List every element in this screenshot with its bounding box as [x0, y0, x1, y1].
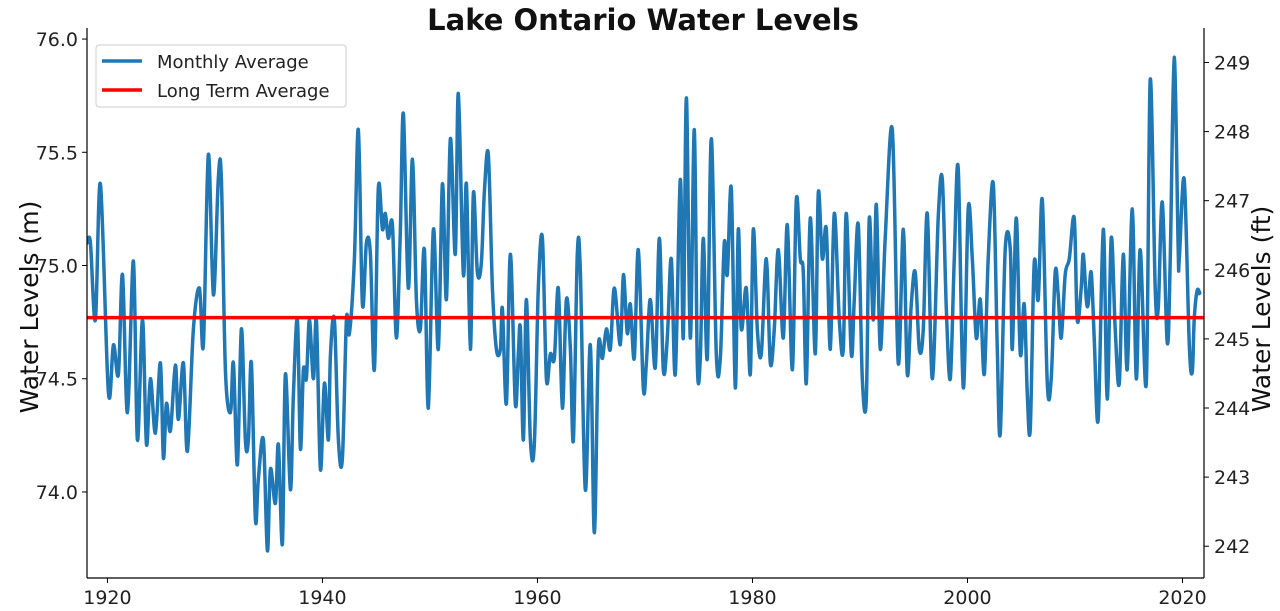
y-tick-label: 75.0 — [36, 256, 78, 278]
y-axis-label-left: Water Levels (m) — [15, 201, 44, 414]
y-tick-label: 74.0 — [36, 482, 78, 504]
series-line-monthly-average — [87, 55, 1202, 553]
x-tick-label: 2000 — [943, 587, 991, 609]
x-tick-label: 1960 — [513, 587, 561, 609]
x-tick-label: 2020 — [1158, 587, 1206, 609]
y-right-tick-label: 248 — [1214, 122, 1250, 144]
y-right-tick-label: 242 — [1214, 536, 1250, 558]
x-tick-label: 1940 — [298, 587, 346, 609]
y-right-tick-label: 244 — [1214, 398, 1250, 420]
y-axis-label-right: Water Levels (ft) — [1247, 206, 1276, 412]
y-right-tick-label: 243 — [1214, 467, 1250, 489]
y-tick-label: 75.5 — [36, 142, 78, 164]
y-right-tick-label: 246 — [1214, 260, 1250, 282]
x-tick-label: 1980 — [728, 587, 776, 609]
y-tick-label: 74.5 — [36, 369, 78, 391]
legend-label-monthly-average: Monthly Average — [157, 52, 309, 73]
legend: Monthly Average Long Term Average — [95, 44, 347, 108]
y-right-tick-label: 247 — [1214, 191, 1250, 213]
y-tick-label: 76.0 — [36, 29, 78, 51]
legend-box — [95, 44, 347, 108]
y-right-tick-label: 249 — [1214, 52, 1250, 74]
chart-title: Lake Ontario Water Levels — [427, 3, 859, 37]
x-tick-label: 1920 — [83, 587, 131, 609]
legend-label-long-term-average: Long Term Average — [157, 81, 330, 102]
y-right-tick-label: 245 — [1214, 329, 1250, 351]
